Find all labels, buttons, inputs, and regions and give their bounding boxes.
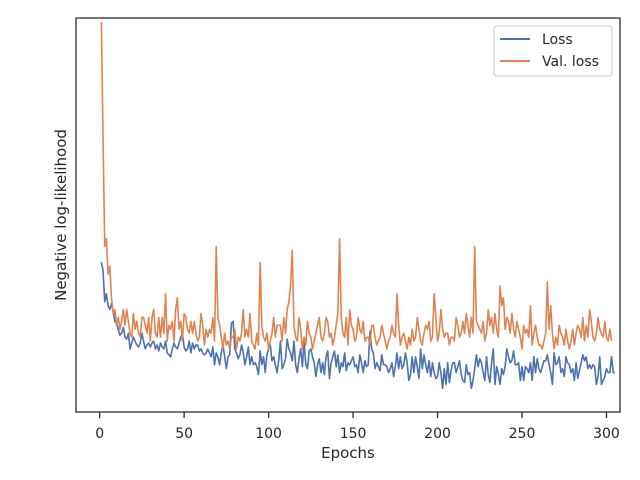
x-tick-label: 300 bbox=[593, 426, 620, 442]
x-axis-label: Epochs bbox=[321, 444, 375, 462]
series-line-val-loss bbox=[100, 21, 613, 350]
series-layer bbox=[100, 21, 615, 390]
legend-label: Loss bbox=[542, 32, 573, 48]
x-tick-label: 200 bbox=[424, 426, 451, 442]
x-tick-label: 50 bbox=[175, 426, 193, 442]
x-axis-ticks: 0 50 100 150 200 250 300 bbox=[95, 412, 620, 442]
plot-frame bbox=[75, 17, 621, 413]
x-tick-label: 100 bbox=[255, 426, 282, 442]
legend-label: Val. loss bbox=[542, 54, 599, 70]
legend: Loss Val. loss bbox=[493, 25, 613, 77]
series-line-loss bbox=[100, 262, 615, 390]
y-axis-label: Negative log-likelihood bbox=[52, 129, 70, 301]
x-tick-label: 0 bbox=[95, 426, 104, 442]
x-tick-label: 150 bbox=[340, 426, 367, 442]
x-tick-label: 250 bbox=[509, 426, 536, 442]
